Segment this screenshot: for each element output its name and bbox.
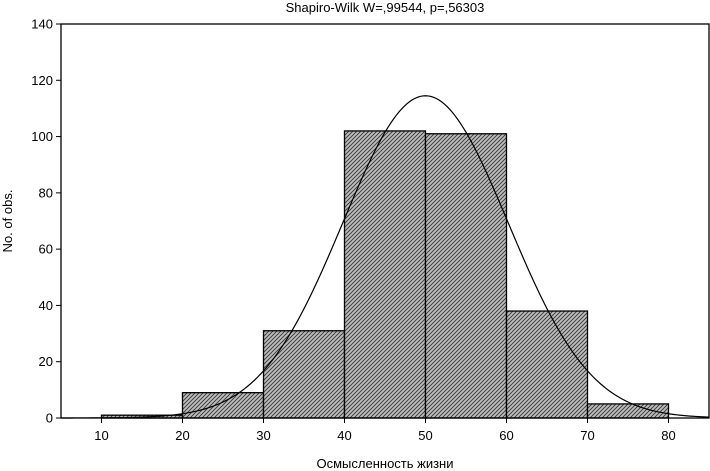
histogram-bar-50-60 <box>424 133 508 419</box>
y-tick-label-40: 40 <box>39 298 53 313</box>
y-tick-label-80: 80 <box>39 185 53 200</box>
y-tick-label-100: 100 <box>31 129 53 144</box>
bars-group <box>100 130 670 419</box>
histogram-bar-20-30 <box>181 392 265 419</box>
x-tick-label-60: 60 <box>499 428 513 443</box>
y-tick-label-20: 20 <box>39 354 53 369</box>
chart-title: Shapiro-Wilk W=,99544, p=,56303 <box>286 0 485 15</box>
x-axis-title: Осмысленность жизни <box>317 456 454 471</box>
histogram-bar-30-40 <box>262 330 346 419</box>
normal-curve <box>61 95 710 419</box>
x-tick-label-70: 70 <box>580 428 594 443</box>
y-tick-label-60: 60 <box>39 242 53 257</box>
x-tick-label-50: 50 <box>418 428 432 443</box>
y-axis: 0 20 40 60 80 100 120 140 <box>31 17 61 426</box>
y-tick-label-140: 140 <box>31 17 53 32</box>
x-tick-label-40: 40 <box>337 428 351 443</box>
x-axis: 10 20 30 40 50 60 70 80 <box>94 418 676 443</box>
histogram-bar-60-70 <box>505 310 589 419</box>
y-tick-label-120: 120 <box>31 73 53 88</box>
x-tick-label-10: 10 <box>94 428 108 443</box>
plot-frame <box>60 23 710 419</box>
y-tick-label-0: 0 <box>46 411 53 426</box>
x-tick-label-20: 20 <box>175 428 189 443</box>
y-axis-title: No. of obs. <box>0 190 15 253</box>
x-tick-label-80: 80 <box>661 428 675 443</box>
x-tick-label-30: 30 <box>256 428 270 443</box>
histogram-bar-40-50 <box>343 130 427 419</box>
